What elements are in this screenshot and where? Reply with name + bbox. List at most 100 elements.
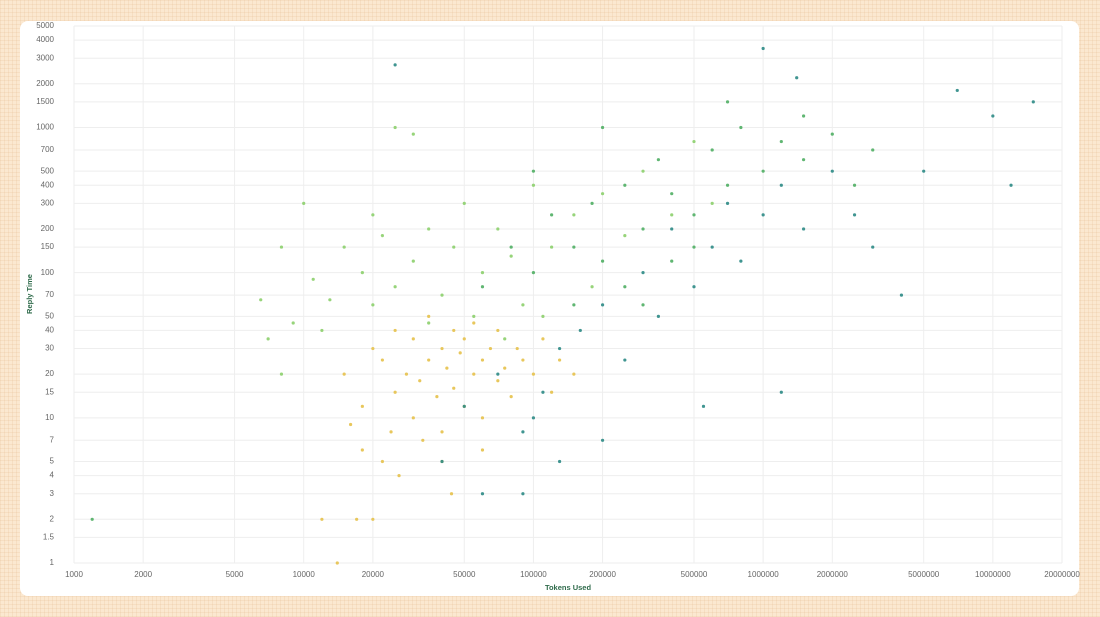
point	[342, 372, 346, 376]
point	[550, 390, 554, 394]
point	[480, 492, 485, 496]
y-tick-label: 10	[45, 413, 54, 422]
point	[411, 337, 415, 341]
point	[393, 63, 397, 67]
point	[725, 201, 730, 205]
point	[531, 416, 536, 420]
point	[531, 183, 536, 187]
point	[472, 372, 476, 376]
point	[692, 285, 696, 289]
series	[90, 100, 875, 521]
point	[899, 293, 904, 297]
point	[1009, 183, 1013, 187]
point	[922, 169, 926, 173]
x-tick-label: 20000000	[1044, 570, 1080, 579]
point	[600, 438, 605, 442]
y-tick-label: 500	[41, 166, 55, 175]
point	[480, 271, 485, 275]
point	[360, 448, 364, 452]
point	[541, 314, 545, 318]
point	[871, 148, 875, 152]
point	[761, 169, 765, 173]
point	[435, 395, 439, 399]
point	[380, 233, 384, 238]
point	[550, 213, 554, 217]
point	[641, 271, 645, 275]
point	[496, 379, 500, 383]
point	[355, 517, 359, 521]
card	[20, 21, 1079, 596]
point	[427, 314, 431, 318]
point	[389, 430, 393, 434]
point	[371, 517, 375, 521]
point	[521, 358, 525, 362]
point	[320, 517, 324, 521]
y-tick-label: 20	[45, 369, 54, 378]
point	[515, 346, 519, 351]
point	[393, 390, 397, 394]
point	[761, 46, 765, 51]
point	[462, 337, 466, 341]
point	[531, 372, 536, 376]
point	[503, 366, 507, 370]
point	[411, 259, 415, 263]
point	[452, 386, 456, 390]
point	[404, 372, 409, 376]
point	[572, 303, 576, 307]
point	[801, 114, 806, 118]
point	[541, 337, 545, 341]
point	[670, 259, 674, 263]
point	[692, 139, 696, 144]
point	[90, 517, 94, 521]
point	[427, 227, 431, 231]
point	[342, 245, 346, 249]
point	[623, 233, 627, 238]
point	[557, 346, 562, 351]
point	[578, 328, 582, 333]
point	[480, 358, 485, 362]
series	[320, 314, 576, 565]
point	[531, 271, 536, 275]
point	[852, 183, 857, 187]
y-tick-label: 30	[45, 344, 54, 353]
x-tick-label: 50000	[453, 570, 476, 579]
point	[503, 337, 507, 341]
point	[393, 328, 397, 333]
point	[590, 285, 594, 289]
series	[259, 125, 714, 376]
point	[279, 372, 284, 376]
point	[623, 183, 627, 187]
point	[701, 404, 706, 408]
point	[509, 245, 513, 249]
point	[600, 125, 605, 130]
point	[472, 314, 476, 318]
point	[302, 201, 306, 205]
point	[692, 245, 696, 249]
point	[541, 390, 545, 394]
point	[600, 259, 605, 263]
point	[371, 213, 375, 217]
y-tick-label: 3000	[36, 53, 54, 62]
y-tick-label: 2	[50, 514, 55, 523]
point	[955, 88, 959, 93]
point	[328, 298, 332, 302]
y-tick-label: 5	[50, 457, 55, 466]
point	[725, 183, 730, 187]
point	[279, 245, 284, 249]
point	[462, 404, 466, 408]
point	[670, 213, 674, 217]
point	[320, 328, 324, 333]
point	[779, 183, 783, 187]
point	[521, 430, 525, 434]
y-tick-label: 4000	[36, 35, 54, 44]
point	[557, 459, 562, 464]
point	[710, 245, 714, 249]
point	[472, 321, 476, 325]
y-tick-label: 70	[45, 290, 54, 299]
point	[557, 358, 562, 362]
x-tick-label: 10000	[293, 570, 316, 579]
point	[761, 213, 765, 217]
point	[795, 76, 799, 80]
grid	[73, 25, 1063, 564]
